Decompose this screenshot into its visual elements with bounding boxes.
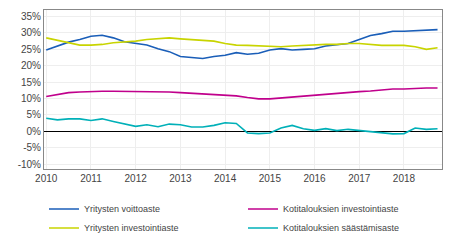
svg-text:Kotitalouksien investointiaste: Kotitalouksien investointiaste bbox=[283, 204, 399, 214]
svg-text:10%: 10% bbox=[21, 93, 41, 104]
svg-text:2013: 2013 bbox=[169, 173, 192, 184]
svg-text:20%: 20% bbox=[21, 60, 41, 71]
svg-text:2015: 2015 bbox=[259, 173, 282, 184]
svg-text:-10%: -10% bbox=[18, 159, 41, 170]
svg-text:2010: 2010 bbox=[35, 173, 58, 184]
svg-text:0%: 0% bbox=[27, 126, 42, 137]
svg-text:5%: 5% bbox=[27, 109, 42, 120]
svg-text:2017: 2017 bbox=[348, 173, 371, 184]
svg-text:2012: 2012 bbox=[125, 173, 148, 184]
svg-text:Yritysten investointiaste: Yritysten investointiaste bbox=[84, 223, 179, 233]
svg-text:2011: 2011 bbox=[80, 173, 102, 184]
svg-text:2016: 2016 bbox=[303, 173, 326, 184]
svg-text:15%: 15% bbox=[21, 77, 41, 88]
svg-text:2014: 2014 bbox=[214, 173, 237, 184]
svg-text:Kotitalouksien säästämisaste: Kotitalouksien säästämisaste bbox=[283, 223, 399, 233]
svg-text:Yritysten voittoaste: Yritysten voittoaste bbox=[84, 204, 160, 214]
svg-text:-5%: -5% bbox=[23, 142, 41, 153]
svg-text:25%: 25% bbox=[21, 44, 41, 55]
svg-text:30%: 30% bbox=[21, 27, 41, 38]
svg-text:2018: 2018 bbox=[393, 173, 416, 184]
svg-text:35%: 35% bbox=[21, 11, 41, 22]
